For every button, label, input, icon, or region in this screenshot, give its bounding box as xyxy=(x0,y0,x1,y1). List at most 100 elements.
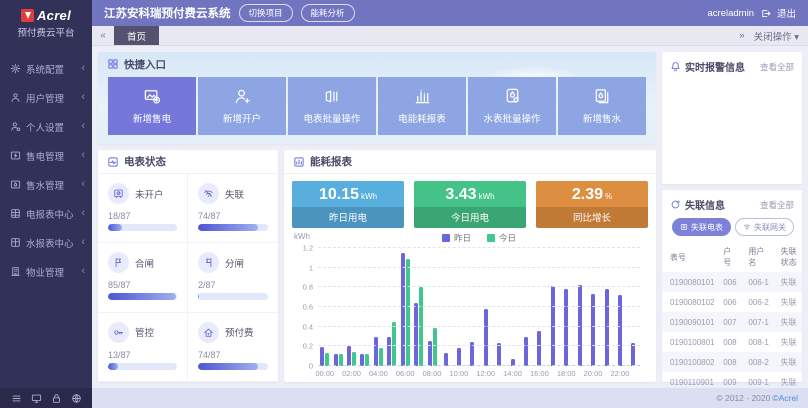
x-tick-label: 04:00 xyxy=(368,369,388,378)
table-cell: 失联 xyxy=(780,277,797,287)
legend-item: 今日 xyxy=(487,232,516,244)
table-cell: 008 xyxy=(723,357,737,367)
bar-yesterday xyxy=(333,354,338,366)
bar-group-01:00 xyxy=(331,248,344,366)
sidebar-item-label: 售水管理 xyxy=(26,180,65,192)
sidebar-item-electricity-sales[interactable]: 售电管理 ‹ xyxy=(0,141,92,170)
platform-subtitle: 预付费云平台 xyxy=(17,27,75,39)
bar-yesterday xyxy=(360,354,365,366)
grid-drop-icon xyxy=(10,237,21,248)
table-cell: 009 xyxy=(723,377,737,387)
sidebar-item-personal-settings[interactable]: 个人设置 ‹ xyxy=(0,112,92,141)
sidebar-item-water-report-center[interactable]: 水报表中心 ‹ xyxy=(0,228,92,257)
username: acreladmin xyxy=(707,7,754,19)
meter-status-grid: 未开户 18/87 失联 74/87 合闸 85/87 xyxy=(98,174,278,382)
globe-icon[interactable] xyxy=(71,393,82,404)
y-tick-label: 1.2 xyxy=(302,243,313,253)
status-label: 合闸 xyxy=(135,258,155,270)
table-cell: 008-2 xyxy=(748,357,769,367)
status-card-prepaid[interactable]: 预付费 74/87 xyxy=(188,313,278,382)
alarm-view-all-link[interactable]: 查看全部 xyxy=(759,61,794,72)
quick-button-add-account[interactable]: 新增开户 xyxy=(198,77,286,135)
switch-project-button[interactable]: 切换项目 xyxy=(238,4,293,22)
bar-group-03:00 xyxy=(358,248,371,366)
status-card-not-opened[interactable]: 未开户 18/87 xyxy=(98,174,188,244)
filter-button-offline-meter[interactable]: 失联电表 xyxy=(672,218,731,236)
switch-off-icon xyxy=(203,257,214,268)
sidebar-item-user-management[interactable]: 用户管理 ‹ xyxy=(0,83,92,112)
status-progress-bar xyxy=(108,293,177,301)
quick-button-add-water-sale[interactable]: 新增售水 xyxy=(558,77,646,135)
brand-name: Acrel xyxy=(36,7,72,23)
energy-analysis-button[interactable]: 能耗分析 xyxy=(300,4,355,22)
y-tick-label: 0 xyxy=(308,361,313,371)
status-progress-bar xyxy=(198,362,268,370)
bar-group-06:00 xyxy=(399,248,412,366)
lock-icon[interactable] xyxy=(51,393,62,404)
table-header-cell: 用户名 xyxy=(748,247,765,267)
bar-group-16:00 xyxy=(533,248,546,366)
bar-group-10:00 xyxy=(452,248,465,366)
sidebar-item-property-management[interactable]: 物业管理 ‹ xyxy=(0,257,92,286)
tabs-collapse-right[interactable]: » xyxy=(739,30,745,41)
user-plus-icon xyxy=(233,87,252,106)
quick-button-energy-report[interactable]: 电能耗报表 xyxy=(378,77,466,135)
x-tick-label: 06:00 xyxy=(395,369,415,378)
monitor-icon[interactable] xyxy=(31,393,42,404)
logout-button[interactable]: 退出 xyxy=(776,9,796,20)
footer: © 2012 - 2020 ©Acrel xyxy=(92,388,808,408)
filter-button-label: 失联电表 xyxy=(691,222,723,232)
menu-icon[interactable] xyxy=(11,393,22,404)
table-cell: 007-1 xyxy=(748,317,769,327)
quick-button-meter-batch-operation[interactable]: 电表批量操作 xyxy=(288,77,376,135)
x-tick-label: 16:00 xyxy=(529,369,549,378)
filter-button-offline-gateway[interactable]: 失联网关 xyxy=(735,218,794,236)
bar-today xyxy=(405,258,410,366)
y-tick-label: 0.6 xyxy=(302,302,313,312)
tabs-collapse-left[interactable]: « xyxy=(100,30,106,41)
meter-batch-icon xyxy=(323,87,342,106)
bar-today xyxy=(338,354,343,366)
water-batch-icon xyxy=(503,87,522,106)
close-operations-dropdown[interactable]: 关闭操作 ▾ xyxy=(754,29,799,43)
bar-group-15:00 xyxy=(519,248,532,366)
status-card-switch-on[interactable]: 合闸 85/87 xyxy=(98,243,188,313)
table-row[interactable]: 0190100801 008 008-1 失联 xyxy=(662,332,802,352)
stat-label: 昨日用电 xyxy=(292,207,404,228)
status-label: 失联 xyxy=(225,189,245,201)
doc-drop-icon xyxy=(593,87,612,106)
status-card-offline[interactable]: 失联 74/87 xyxy=(188,174,278,244)
table-row[interactable]: 0190080101 006 006-1 失联 xyxy=(662,272,802,292)
sidebar-item-electricity-report-center[interactable]: 电报表中心 ‹ xyxy=(0,199,92,228)
status-card-switch-off[interactable]: 分闸 2/87 xyxy=(188,243,278,313)
table-row[interactable]: 0190100802 008 008-2 失联 xyxy=(662,352,802,372)
chevron-left-icon: ‹ xyxy=(81,91,85,103)
table-row[interactable]: 0190110901 009 009-1 失联 xyxy=(662,372,802,392)
gridline: 1 xyxy=(309,263,640,272)
sidebar-item-label: 系统配置 xyxy=(26,64,65,76)
sidebar-item-water-sales[interactable]: 售水管理 ‹ xyxy=(0,170,92,199)
table-row[interactable]: 0190080102 006 006-2 失联 xyxy=(662,292,802,312)
quick-button-water-meter-batch-operation[interactable]: 水表批量操作 xyxy=(468,77,556,135)
offline-panel-title: 失联信息 xyxy=(685,201,725,212)
status-card-control[interactable]: 管控 13/87 xyxy=(98,312,188,382)
acrel-footer-link[interactable]: ©Acrel xyxy=(772,393,798,403)
quick-button-add-electricity-sale[interactable]: 新增售电 xyxy=(108,77,196,135)
stat-value: 10.15 kWh xyxy=(292,181,404,207)
sidebar-item-system-config[interactable]: 系统配置 ‹ xyxy=(0,54,92,83)
table-row[interactable]: 0190090101 007 007-1 失联 xyxy=(662,312,802,332)
status-label: 管控 xyxy=(135,328,155,340)
table-cell: 失联 xyxy=(780,357,797,367)
bar-yesterday xyxy=(537,330,542,366)
status-value: 74/87 xyxy=(198,349,221,360)
bar-yesterday xyxy=(347,346,352,366)
table-cell: 008 xyxy=(723,337,737,347)
offline-view-all-link[interactable]: 查看全部 xyxy=(759,199,794,210)
tab-home[interactable]: 首页 xyxy=(114,26,160,45)
logout-icon xyxy=(760,8,771,19)
table-cell: 失联 xyxy=(780,377,797,387)
sidebar-item-label: 用户管理 xyxy=(26,93,65,105)
bar-yesterday xyxy=(604,289,609,366)
table-cell: 0190110901 xyxy=(670,377,714,387)
x-tick-label: 20:00 xyxy=(583,369,603,378)
